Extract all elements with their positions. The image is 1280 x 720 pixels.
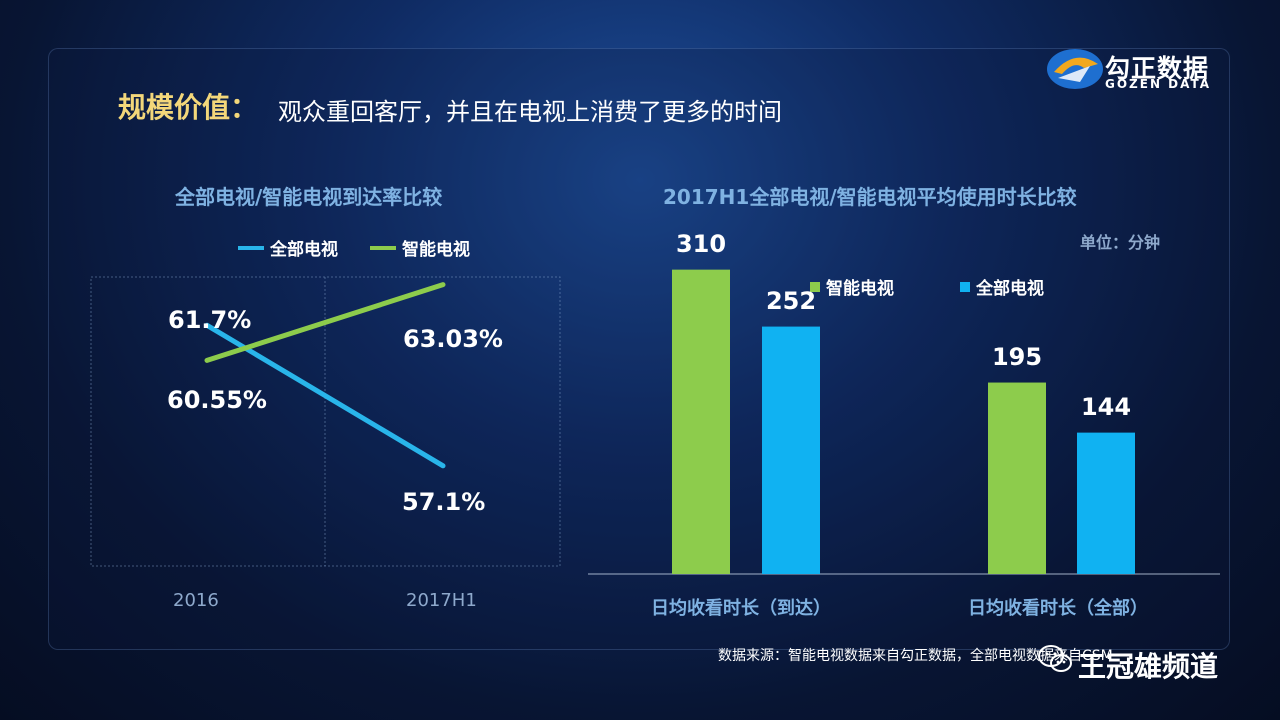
bar-value-label: 252	[765, 286, 817, 315]
line-label-smart-2017: 63.03%	[403, 325, 503, 353]
wechat-icon	[1038, 645, 1072, 672]
bar-value-label: 144	[1080, 392, 1132, 421]
legend-square-swatch	[960, 281, 970, 292]
line-x-tick-2017h1: 2017H1	[406, 590, 477, 611]
bar-smart-tv-1	[988, 382, 1046, 574]
bar-x-tick-all: 日均收看时长（全部）	[968, 598, 1148, 619]
legend-square-swatch	[810, 281, 820, 292]
bar-value-label: 310	[675, 229, 727, 258]
legend-line-swatch	[238, 245, 264, 250]
line-legend-smart-tv: 智能电视	[370, 235, 470, 260]
legend-label: 智能电视	[826, 279, 894, 299]
legend-label: 全部电视	[270, 240, 338, 260]
line-plot-frame	[90, 276, 561, 567]
line-legend-all-tv: 全部电视	[238, 235, 338, 260]
line-chart-title: 全部电视/智能电视到达率比较	[175, 185, 443, 209]
logo-subtext: GOZEN DATA	[1105, 77, 1212, 91]
data-source-note: 数据来源：智能电视数据来自勾正数据，全部电视数据来自CSM	[718, 648, 1113, 664]
line-series-smart-tv	[204, 282, 446, 363]
logo-text: 勾正数据	[1105, 54, 1210, 83]
bar-x-tick-reach: 日均收看时长（到达）	[651, 598, 831, 619]
page-title: 规模价值：	[118, 91, 259, 124]
page-subtitle: 观众重回客厅，并且在电视上消费了更多的时间	[278, 98, 782, 126]
line-x-tick-2016: 2016	[173, 590, 219, 611]
bar-legend-all-tv: 全部电视	[960, 274, 1044, 299]
bar-value-label: 195	[991, 342, 1043, 371]
bar-legend-smart-tv: 智能电视	[810, 274, 894, 299]
bar-all-tv-0	[762, 326, 820, 574]
legend-label: 全部电视	[976, 279, 1044, 299]
bar-all-tv-1	[1077, 432, 1135, 574]
channel-watermark: 王冠雄频道	[1078, 650, 1219, 683]
bar-chart-unit: 单位：分钟	[1080, 233, 1161, 252]
line-label-all-2017: 57.1%	[402, 488, 486, 516]
gozen-logo-icon	[1047, 49, 1103, 89]
legend-label: 智能电视	[402, 240, 470, 260]
legend-line-swatch	[370, 245, 396, 250]
bar-smart-tv-0	[672, 269, 730, 574]
bar-chart-title: 2017H1全部电视/智能电视平均使用时长比较	[663, 185, 1077, 209]
line-label-all-2016: 61.7%	[168, 306, 252, 334]
line-label-smart-2016: 60.55%	[167, 386, 267, 414]
